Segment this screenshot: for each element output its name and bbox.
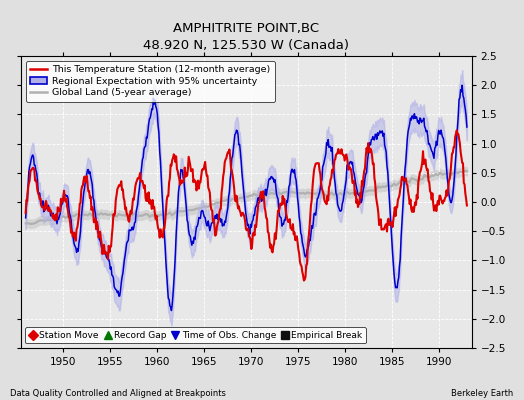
Title: AMPHITRITE POINT,BC
48.920 N, 125.530 W (Canada): AMPHITRITE POINT,BC 48.920 N, 125.530 W … bbox=[143, 22, 350, 52]
Legend: Station Move, Record Gap, Time of Obs. Change, Empirical Break: Station Move, Record Gap, Time of Obs. C… bbox=[26, 327, 366, 344]
Text: Berkeley Earth: Berkeley Earth bbox=[451, 389, 514, 398]
Text: Data Quality Controlled and Aligned at Breakpoints: Data Quality Controlled and Aligned at B… bbox=[10, 389, 226, 398]
Y-axis label: Temperature Anomaly (°C): Temperature Anomaly (°C) bbox=[522, 132, 524, 272]
